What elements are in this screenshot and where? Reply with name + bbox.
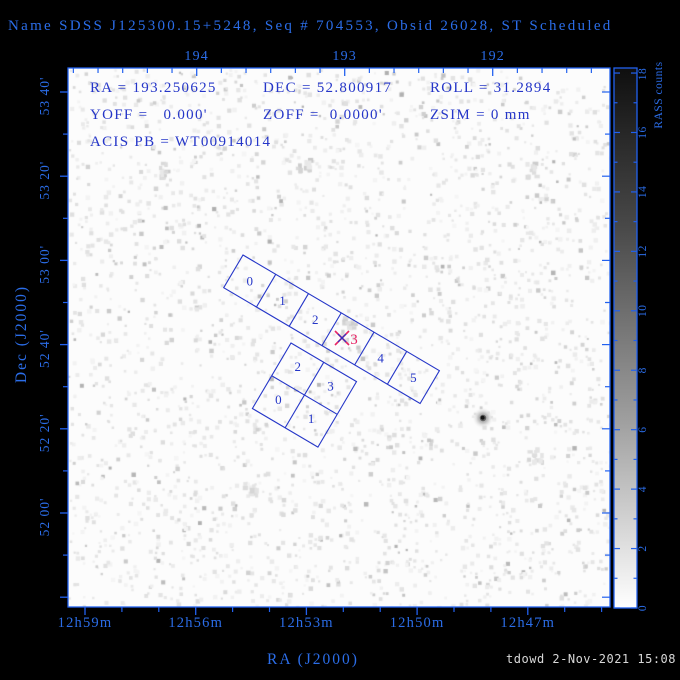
info-value: ZOFF = 0.0000' (263, 107, 383, 123)
aimpoint-x-marker: 3 (334, 330, 358, 348)
colorbar-tick-label: 10 (637, 305, 649, 318)
sky-image-canvas (68, 68, 610, 607)
acis-s-divider (288, 293, 309, 327)
acis-s-divider (255, 274, 277, 308)
acis-s-divider (386, 351, 408, 385)
acis-s-chip-label: 0 (246, 274, 253, 289)
info-value: ZSIM = 0 mm (430, 107, 531, 123)
x-tick-label: 12h53m (279, 615, 334, 631)
info-value: DEC = 52.800917 (263, 80, 393, 96)
colorbar-tick-label: 12 (637, 245, 649, 257)
colorbar-tick-label: 2 (637, 545, 649, 551)
y-tick-label: 52 20' (37, 413, 52, 452)
info-value: ROLL = 31.2894 (430, 80, 552, 96)
x-top-tick-label: 193 (332, 49, 357, 64)
acis-i-outline (251, 342, 358, 448)
info-value: RA = 193.250625 (90, 80, 217, 96)
x-tick-label: 12h47m (500, 615, 555, 631)
x-tick-label: 12h50m (390, 615, 445, 631)
point-source (475, 410, 491, 426)
aimpoint-x-inner (337, 333, 347, 343)
acis-s-chip-label: 5 (410, 370, 417, 385)
plot-title: Name SDSS J125300.15+5248, Seq # 704553,… (8, 18, 613, 34)
info-value: ACIS PB = WT00914014 (90, 134, 272, 150)
acis-i-chip-label: 0 (275, 392, 282, 407)
y-tick-label: 52 40' (37, 329, 52, 368)
acis-s-divider (321, 312, 342, 346)
info-value: YOFF = 0.000' (90, 107, 208, 123)
colorbar-tick-label: 6 (637, 427, 649, 433)
x-tick-label: 12h59m (58, 615, 113, 631)
colorbar-gradient (614, 68, 637, 608)
acis-i-chip-label: 2 (294, 359, 301, 374)
y-tick-label: 53 00' (37, 245, 52, 284)
colorbar-frame (613, 67, 638, 609)
x-top-tick-label: 192 (480, 49, 505, 64)
colorbar-tick-label: 14 (637, 186, 649, 199)
plot-frame (67, 67, 611, 608)
colorbar-tick-label: 8 (637, 367, 649, 373)
y-tick-label: 53 40' (37, 77, 52, 116)
y-axis-title: Dec (J2000) (13, 285, 30, 383)
colorbar-title: RASS counts (653, 61, 665, 128)
colorbar-tick-label: 16 (637, 126, 649, 139)
x-axis-title: RA (J2000) (267, 651, 359, 668)
acis-s-chip-label: 1 (279, 293, 286, 308)
y-tick-label: 53 20' (37, 161, 52, 200)
y-tick-label: 52 00' (37, 498, 52, 537)
acis-i-divider (271, 375, 338, 415)
acis-i-chip-label: 1 (308, 411, 315, 426)
x-top-tick-label: 194 (184, 49, 209, 64)
acis-s-outline (222, 254, 441, 405)
acis-s-divider (354, 331, 375, 366)
x-tick-label: 12h56m (168, 615, 223, 631)
acis-i-chip-label: 3 (327, 378, 334, 393)
colorbar-tick-label: 18 (637, 68, 649, 81)
acis-s-chip-label: 2 (312, 312, 319, 327)
colorbar-tick-label: 0 (637, 605, 649, 611)
aimpoint-chip-label: 3 (350, 332, 358, 348)
acis-s-array (222, 254, 441, 405)
colorbar-tick-label: 4 (637, 486, 649, 492)
acis-i-array (251, 342, 358, 448)
acis-s-chip-label: 4 (377, 351, 384, 366)
timestamp: tdowd 2-Nov-2021 15:08 (506, 652, 676, 666)
